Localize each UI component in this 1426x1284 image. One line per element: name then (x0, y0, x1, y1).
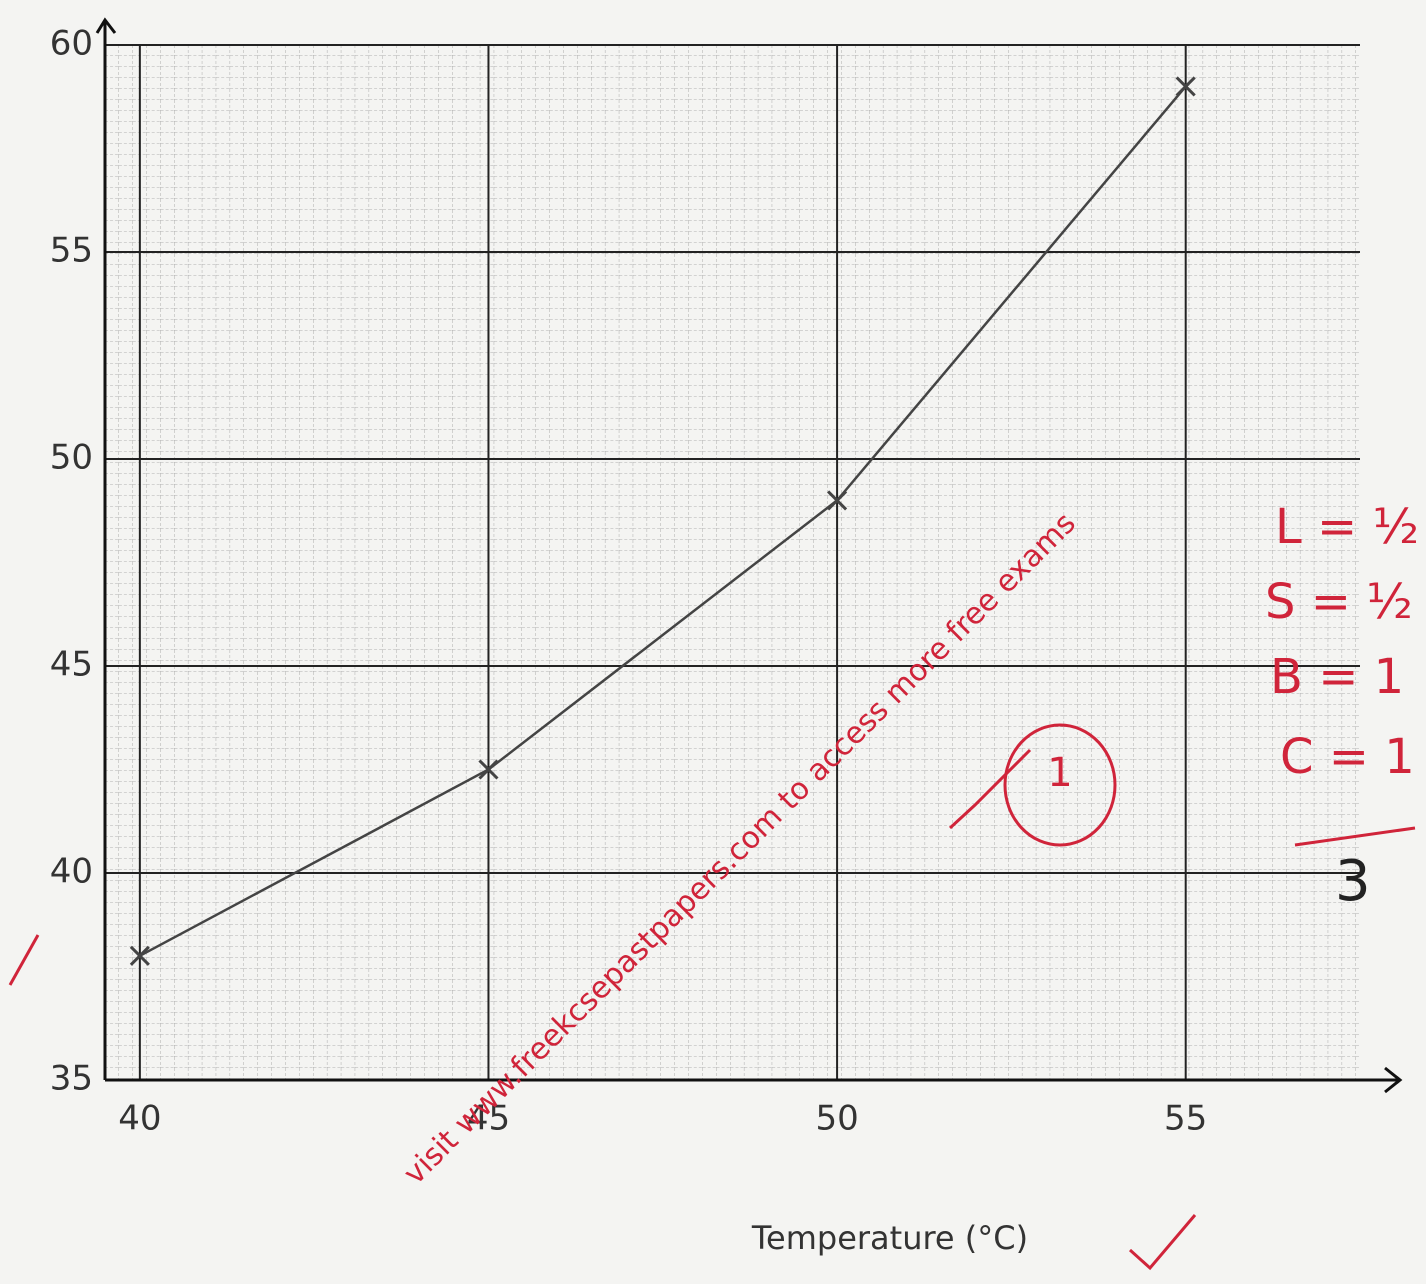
total: 3 (1335, 849, 1371, 914)
page: {"chart_data": {"type": "line", "x_label… (0, 0, 1426, 1284)
mark-scheme: S = ½ (1265, 574, 1413, 630)
tick-mark (1130, 1215, 1195, 1268)
x-tick-label: 40 (118, 1099, 161, 1139)
x-axis-label: Temperature (°C) (751, 1219, 1028, 1257)
y-tick-label: 45 (50, 645, 93, 685)
mark-scheme: C = 1 (1280, 729, 1415, 785)
y-tick-label: 60 (50, 24, 93, 64)
y-tick-label: 55 (50, 231, 93, 271)
graph-paper (105, 45, 1360, 1080)
y-tick-label: 50 (50, 438, 93, 478)
tick-mark (10, 935, 38, 985)
x-tick-label: 50 (815, 1099, 858, 1139)
mark-scheme: B = 1 (1270, 649, 1404, 705)
circled-mark: 1 (1047, 750, 1072, 796)
x-tick-label: 55 (1164, 1099, 1207, 1139)
y-tick-label: 35 (50, 1059, 93, 1099)
chart: 35404550556040455055 Temperature (°C) 1 … (0, 0, 1426, 1284)
mark-scheme: L = ½ (1275, 499, 1419, 555)
y-tick-label: 40 (50, 852, 93, 892)
